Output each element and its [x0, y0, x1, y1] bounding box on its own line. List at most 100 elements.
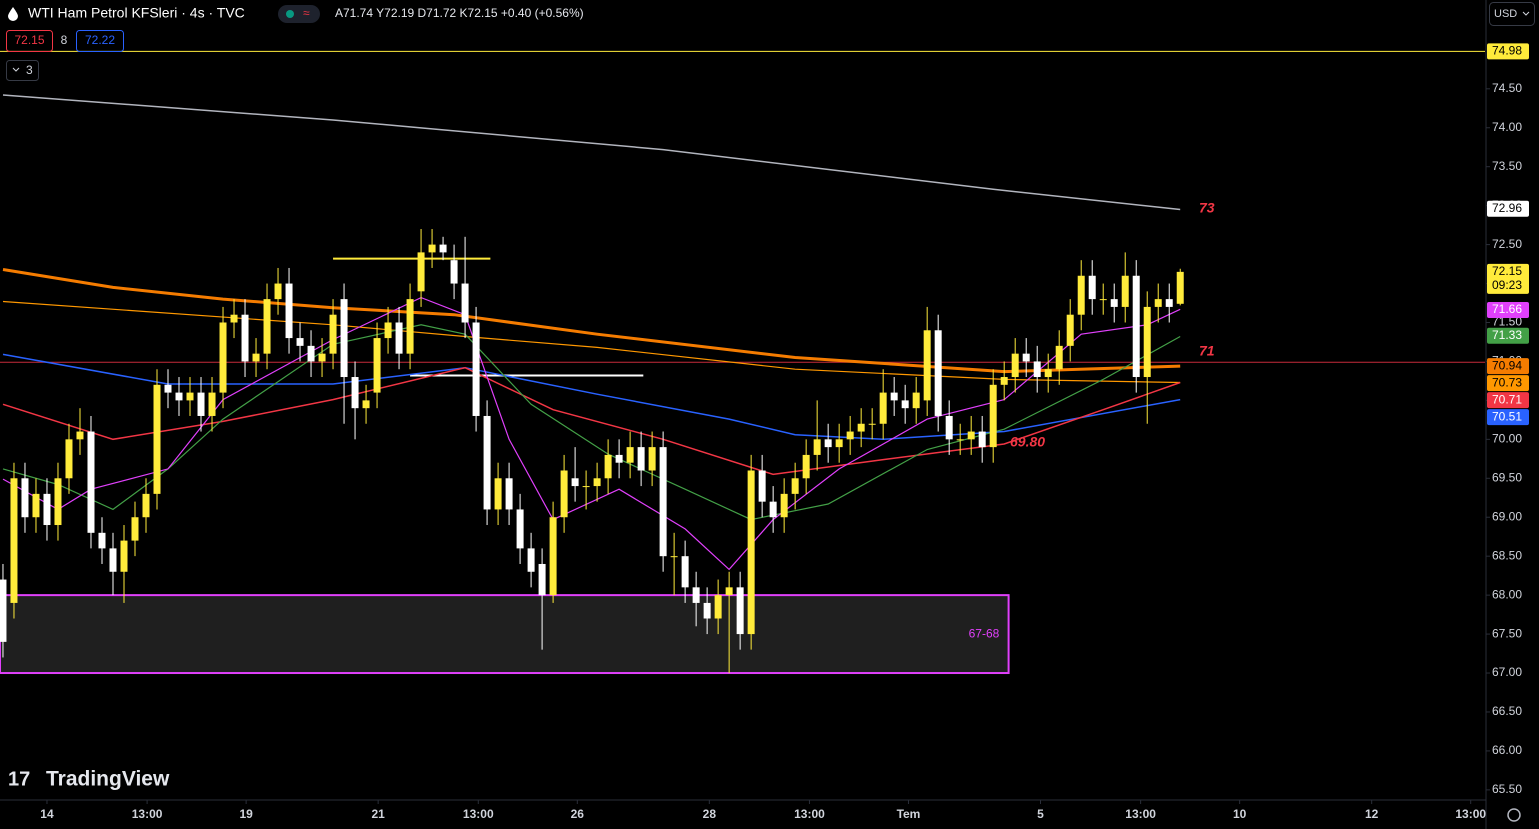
candle-body	[560, 470, 568, 518]
candle-body	[395, 322, 403, 354]
zone	[0, 594, 1010, 675]
currency-button[interactable]	[1489, 2, 1535, 26]
candle-body	[582, 486, 590, 488]
candle-body	[186, 392, 194, 401]
candle-body	[417, 252, 425, 292]
candle-body	[527, 548, 535, 572]
chevron	[12, 67, 20, 72]
y-tick-label: 74.50	[1492, 81, 1522, 95]
candle-body	[142, 493, 150, 518]
candle-body	[153, 384, 161, 494]
candle-body	[241, 314, 249, 362]
candle-body	[197, 392, 205, 416]
candle-body	[890, 392, 898, 401]
price-tag	[1487, 327, 1529, 344]
y-tick-label: 74.00	[1492, 120, 1522, 134]
y-tick-label: 66.50	[1492, 704, 1522, 718]
candle-body	[1066, 314, 1074, 346]
candle-body	[21, 478, 29, 518]
candle-body	[659, 447, 667, 557]
candle-body	[923, 330, 931, 401]
candle-body	[307, 345, 315, 362]
chevron	[1522, 11, 1530, 16]
settings-icon[interactable]	[1507, 808, 1521, 822]
candle-body	[65, 439, 73, 479]
price-tag-label: 72.15	[1492, 264, 1522, 278]
candle-body	[648, 447, 656, 471]
candle-body	[472, 322, 480, 416]
countdown: 09:23	[1492, 278, 1522, 292]
candle-body	[230, 314, 238, 323]
candle-body	[989, 384, 997, 448]
price-tag-label: 71.33	[1492, 328, 1522, 342]
annotation: 71	[1199, 343, 1215, 359]
price-tag	[1487, 358, 1529, 375]
candle-body	[1121, 275, 1129, 307]
candle-body	[0, 579, 7, 642]
x-tick-label: Tem	[897, 807, 921, 821]
logo-mark: 17	[8, 768, 30, 790]
indicator-toggle[interactable]	[6, 60, 39, 81]
bid-box[interactable]	[6, 30, 53, 52]
candle-body	[373, 338, 381, 393]
candle-body	[450, 260, 458, 284]
x-tick-label: 26	[571, 807, 585, 821]
x-tick-label: 13:00	[463, 807, 494, 821]
candle-body	[43, 493, 51, 526]
price-tag	[1487, 263, 1529, 294]
candle-body	[549, 517, 557, 596]
candle-body	[505, 478, 513, 510]
candle-body	[1033, 361, 1041, 378]
candle-body	[384, 322, 392, 339]
y-tick-label: 69.50	[1492, 470, 1522, 484]
candle-body	[76, 431, 84, 440]
candle-body	[1099, 299, 1107, 301]
candle-body	[120, 540, 128, 572]
price-tag-label: 70.71	[1492, 392, 1522, 406]
ma-line	[2, 94, 1181, 211]
candle-body	[967, 431, 975, 440]
candle-body	[98, 532, 106, 549]
y-tick-label: 67.50	[1492, 626, 1522, 640]
x-tick-label: 12	[1365, 807, 1379, 821]
candle-body	[406, 299, 414, 354]
price-tag-label: 70.94	[1492, 358, 1522, 372]
header: WTI Ham Petrol KFSleri · 4s · TVC ≈ A71.…	[6, 2, 1535, 822]
y-tick-label: 73.50	[1492, 159, 1522, 173]
candle-body	[736, 587, 744, 635]
candle-body	[593, 478, 601, 487]
candle-body	[1165, 299, 1173, 307]
candle-body	[978, 431, 986, 448]
candle-body	[813, 439, 821, 455]
candle-body	[758, 470, 766, 502]
x-tick-label: 13:00	[794, 807, 825, 821]
candle-body	[692, 587, 700, 603]
candle-body	[87, 431, 95, 533]
ask-box[interactable]	[76, 30, 124, 52]
plot-area: 67-68 73 71 69.80	[0, 50, 1485, 675]
price-tag-label: 70.51	[1492, 409, 1522, 423]
candle-body	[747, 470, 755, 635]
y-tick-label: 71.50	[1492, 315, 1522, 329]
y-tick-label: 67.00	[1492, 665, 1522, 679]
price-tag	[1487, 200, 1529, 217]
candle-body	[428, 244, 436, 253]
y-tick-label: 68.50	[1492, 548, 1522, 562]
price-tag	[1487, 375, 1529, 392]
candle-body	[175, 392, 183, 401]
status-pill[interactable]	[278, 5, 320, 23]
price-tag-label: 71.66	[1492, 302, 1522, 316]
price-tag	[1487, 302, 1529, 319]
candle-body	[626, 447, 634, 463]
candle-body	[835, 439, 843, 448]
candle-body	[285, 283, 293, 339]
y-tick-label: 68.00	[1492, 587, 1522, 601]
candle-body	[901, 400, 909, 409]
candle-body	[637, 447, 645, 471]
currency: USD	[1494, 8, 1517, 20]
candle-body	[1011, 353, 1019, 378]
x-tick-label: 13:00	[132, 807, 163, 821]
candle-body	[10, 478, 18, 603]
y-tick-label: 66.00	[1492, 743, 1522, 757]
